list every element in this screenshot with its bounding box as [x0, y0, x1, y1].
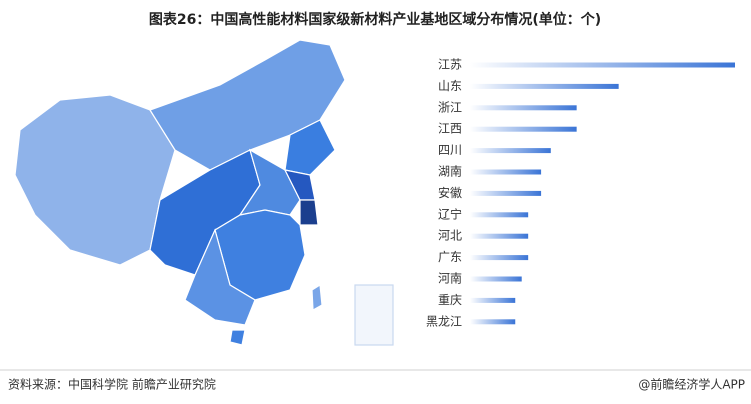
bar [470, 105, 577, 111]
bar [470, 126, 577, 132]
bar [470, 297, 516, 303]
bar [470, 233, 529, 239]
map [14, 39, 394, 346]
y-tick-label: 湖南 [438, 164, 462, 179]
y-tick-label: 重庆 [438, 293, 462, 307]
bar [470, 62, 735, 68]
credit: @前瞻经济学人APP [638, 377, 745, 392]
y-tick-label: 安徽 [438, 185, 462, 200]
y-tick-label: 河南 [438, 271, 462, 286]
bar [470, 255, 529, 261]
y-tick-label: 江西 [438, 122, 462, 136]
bar [470, 212, 529, 218]
y-tick-label: 浙江 [438, 100, 462, 114]
bar [470, 276, 522, 282]
chart-title: 图表26：中国高性能材料国家级新材料产业基地区域分布情况(单位：个) [149, 11, 601, 28]
y-tick-label: 江苏 [438, 58, 462, 72]
bar [470, 319, 516, 325]
bar [470, 190, 542, 196]
y-tick-label: 黑龙江 [426, 314, 462, 328]
bar [470, 83, 619, 89]
bar [470, 169, 542, 175]
y-tick-label: 四川 [438, 143, 462, 157]
y-tick-label: 广东 [438, 250, 462, 264]
y-tick-label: 山东 [438, 79, 462, 93]
y-tick-label: 河北 [438, 229, 462, 243]
bar [470, 148, 551, 154]
source: 资料来源：中国科学院 前瞻产业研究院 [8, 377, 216, 392]
y-tick-label: 辽宁 [438, 206, 462, 221]
